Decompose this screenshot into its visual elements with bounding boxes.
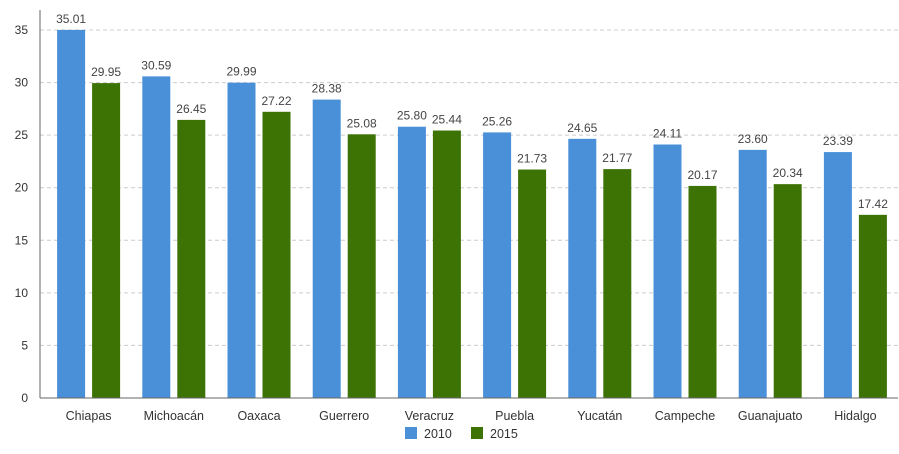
data-label: 23.60: [738, 132, 768, 146]
bar-2015-chiapas: [92, 83, 121, 399]
bar-2015-veracruz: [432, 130, 461, 398]
y-tick-label: 35: [15, 23, 29, 37]
data-label: 27.22: [261, 94, 291, 108]
data-label: 28.38: [312, 82, 342, 96]
bar-2015-hidalgo: [858, 214, 887, 398]
category-label: Puebla: [495, 409, 534, 423]
data-label: 26.45: [176, 102, 206, 116]
bar-2010-puebla: [483, 132, 512, 398]
bar-2010-veracruz: [397, 126, 426, 398]
x-axis: Chiapas Michoacán Oaxaca Guerrero Veracruz Pu…: [40, 397, 898, 423]
data-label: 20.34: [773, 166, 803, 180]
category-label: Guanajuato: [738, 409, 803, 423]
data-label: 25.26: [482, 114, 512, 128]
bar-2010-yucatán: [568, 138, 597, 398]
bar-2010-guanajuato: [738, 149, 767, 398]
data-label: 35.01: [56, 12, 86, 26]
category-label: Michoacán: [144, 409, 204, 423]
data-label: 23.39: [823, 134, 853, 148]
y-tick-label: 5: [21, 338, 28, 352]
legend: 2010 2015: [405, 427, 518, 441]
bars: 35.01 29.95 30.59 26.45 29.99 27.22 28.38 25.08…: [56, 12, 888, 399]
bar-2010-campeche: [653, 144, 682, 398]
y-tick-label: 30: [15, 76, 29, 90]
bar-2015-oaxaca: [262, 111, 291, 398]
category-label: Hidalgo: [834, 409, 876, 423]
bar-2015-puebla: [518, 169, 547, 398]
data-label: 25.44: [432, 113, 462, 127]
bar-2010-oaxaca: [227, 82, 256, 398]
y-tick-label: 20: [15, 181, 29, 195]
bar-2010-chiapas: [57, 29, 86, 398]
y-tick-label: 25: [15, 128, 29, 142]
data-label: 24.65: [567, 121, 597, 135]
data-label: 17.42: [858, 197, 888, 211]
category-label: Yucatán: [577, 409, 622, 423]
data-label: 30.59: [141, 58, 171, 72]
bar-2015-michoacán: [177, 119, 206, 398]
legend-label: 2015: [490, 427, 518, 441]
y-tick-label: 15: [15, 233, 29, 247]
data-label: 20.17: [687, 168, 717, 182]
data-label: 29.99: [226, 65, 256, 79]
category-label: Chiapas: [66, 409, 112, 423]
y-axis: 0 5 10 15 20 25 30 35: [15, 10, 41, 405]
bar-2010-guerrero: [312, 99, 341, 399]
data-label: 25.08: [347, 116, 377, 130]
bar-2010-hidalgo: [823, 152, 852, 398]
y-tick-label: 0: [21, 391, 28, 405]
legend-label: 2010: [424, 427, 452, 441]
bar-2015-yucatán: [603, 169, 632, 398]
bar-2015-guerrero: [347, 134, 376, 399]
category-label: Veracruz: [405, 409, 454, 423]
bar-2015-campeche: [688, 185, 717, 398]
legend-swatch-2010: [405, 427, 417, 439]
category-label: Guerrero: [319, 409, 369, 423]
data-label: 25.80: [397, 109, 427, 123]
bar-2015-guanajuato: [773, 184, 802, 398]
category-label: Oaxaca: [237, 409, 280, 423]
y-tick-label: 10: [15, 286, 29, 300]
legend-swatch-2015: [471, 427, 483, 439]
category-label: Campeche: [655, 409, 715, 423]
data-label: 21.77: [602, 151, 632, 165]
bar-2010-michoacán: [142, 76, 171, 399]
data-label: 24.11: [653, 127, 682, 141]
data-label: 29.95: [91, 65, 121, 79]
data-label: 21.73: [517, 152, 547, 166]
